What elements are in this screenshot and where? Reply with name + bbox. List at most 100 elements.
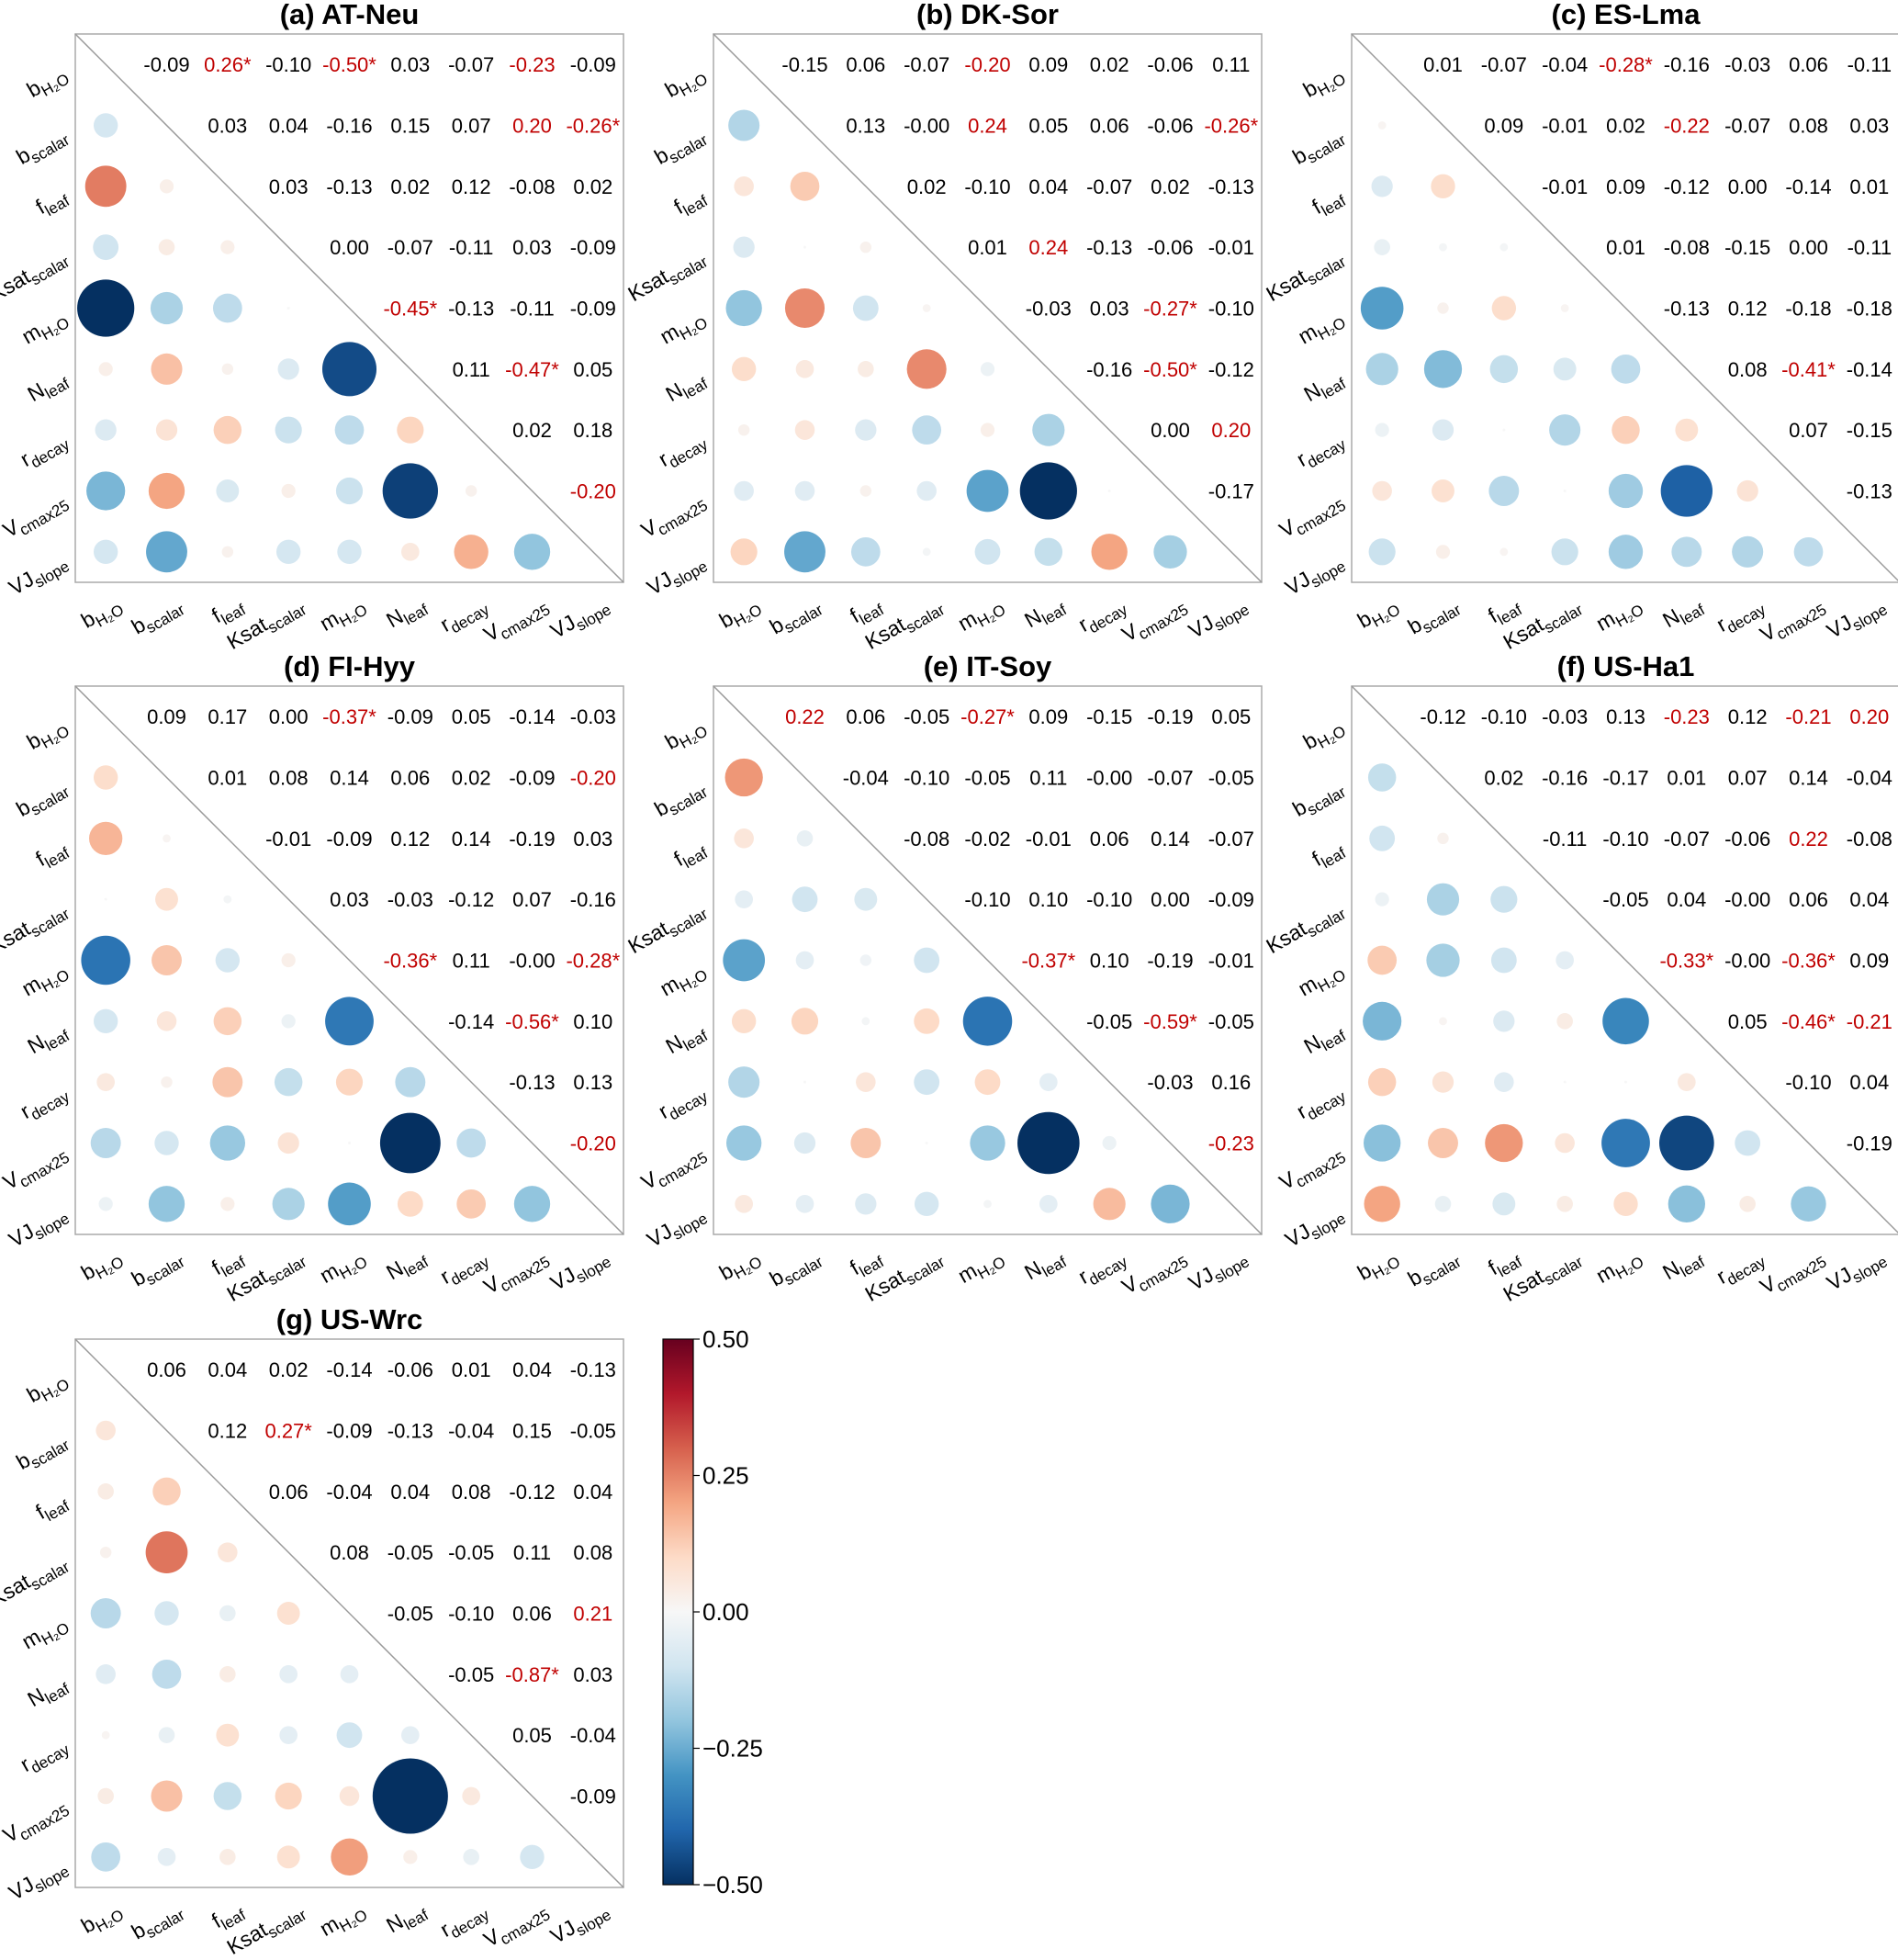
correlation-value: -0.09 xyxy=(570,1785,616,1808)
correlation-value: -0.12 xyxy=(1420,705,1466,728)
correlation-circle xyxy=(735,890,754,909)
correlation-value: 0.13 xyxy=(846,115,885,138)
correlation-circle xyxy=(1493,1010,1515,1032)
colorbar-tick-label: −0.25 xyxy=(702,1735,763,1763)
x-tick-label: mH₂O xyxy=(954,591,1009,639)
correlation-value: -0.04 xyxy=(1847,767,1892,790)
correlation-value: 0.05 xyxy=(512,1724,552,1747)
correlation-circle xyxy=(321,342,377,397)
y-tick-label: VJslope xyxy=(5,1853,73,1909)
y-tick-label: bscalar xyxy=(12,773,73,825)
correlation-value: -0.26* xyxy=(1204,115,1258,138)
correlation-value: 0.03 xyxy=(573,1663,612,1686)
y-tick-label: Ksatscalar xyxy=(623,243,711,310)
x-tick-label: VJslope xyxy=(1823,591,1891,648)
correlation-circle xyxy=(216,1723,240,1747)
correlation-circle xyxy=(1364,1124,1401,1162)
correlation-circle xyxy=(163,834,171,843)
correlation-circle xyxy=(734,480,754,501)
correlation-circle xyxy=(1437,302,1449,314)
correlation-circle xyxy=(1549,414,1581,446)
y-tick-label: bH₂O xyxy=(661,713,711,758)
correlation-circle xyxy=(1372,480,1392,501)
correlation-value: 0.22 xyxy=(785,705,825,728)
y-tick-label: bscalar xyxy=(12,1426,73,1478)
correlation-circle xyxy=(336,1722,363,1749)
correlation-value: -0.13 xyxy=(1086,236,1132,259)
y-tick-label: mH₂O xyxy=(656,304,711,352)
correlation-value: 0.05 xyxy=(1728,1010,1768,1033)
x-tick-label: Ksatscalar xyxy=(1499,1244,1587,1311)
correlation-circle xyxy=(855,419,877,441)
correlation-circle xyxy=(1602,997,1649,1045)
correlation-circle xyxy=(735,1194,754,1213)
correlation-circle xyxy=(1499,242,1509,252)
correlation-value: -0.07 xyxy=(387,236,433,259)
correlation-circle xyxy=(93,539,118,565)
correlation-circle xyxy=(335,477,364,505)
correlation-circle xyxy=(220,1197,235,1211)
correlation-circle xyxy=(1488,476,1520,506)
correlation-value: -0.05 xyxy=(448,1663,494,1686)
correlation-value: 0.02 xyxy=(452,767,491,790)
correlation-value: 0.04 xyxy=(573,1481,612,1504)
correlation-value: 0.24 xyxy=(968,115,1007,138)
correlation-value: 0.06 xyxy=(846,705,885,728)
correlation-value: -0.00 xyxy=(509,950,555,973)
correlation-circle xyxy=(855,1193,877,1215)
colorbar-tick-label: −0.50 xyxy=(702,1871,763,1898)
correlation-value: -0.09 xyxy=(326,1420,372,1443)
correlation-circle xyxy=(161,1076,173,1088)
x-tick-label: VJslope xyxy=(1823,1244,1891,1300)
correlation-value: 0.01 xyxy=(1849,175,1889,198)
correlation-circle xyxy=(1153,535,1187,569)
correlation-value: 0.00 xyxy=(269,705,309,728)
correlation-circle xyxy=(337,539,362,565)
correlation-circle xyxy=(93,1008,118,1034)
correlation-circle xyxy=(1434,1196,1452,1212)
correlation-value: 0.13 xyxy=(1606,705,1645,728)
x-tick-label: Nleaf xyxy=(1658,1244,1708,1289)
correlation-value: -0.11 xyxy=(510,298,555,321)
correlation-value: -0.01 xyxy=(1208,950,1254,973)
correlation-value: -0.19 xyxy=(1147,950,1193,973)
x-tick-label: mH₂O xyxy=(316,1244,371,1291)
correlation-circle xyxy=(395,1066,426,1098)
correlation-value: -0.01 xyxy=(265,828,311,850)
correlation-value: 0.06 xyxy=(269,1481,309,1504)
x-tick-label: bH₂O xyxy=(1353,591,1403,636)
correlation-circle xyxy=(84,165,127,208)
correlation-circle xyxy=(152,1477,181,1506)
correlation-circle xyxy=(93,113,118,138)
correlation-value: 0.09 xyxy=(1484,115,1523,138)
correlation-value: -0.01 xyxy=(1542,115,1588,138)
correlation-value: 0.09 xyxy=(147,705,186,728)
y-tick-label: Nleaf xyxy=(1299,1018,1349,1063)
correlation-circle xyxy=(731,1008,757,1034)
correlation-circle xyxy=(859,954,872,966)
correlation-circle xyxy=(1560,304,1569,312)
y-tick-label: bscalar xyxy=(1288,121,1349,173)
x-tick-label: VJslope xyxy=(1185,591,1252,648)
correlation-value: -0.05 xyxy=(964,767,1010,790)
diagonal-line xyxy=(74,685,624,1235)
correlation-circle xyxy=(854,887,878,911)
y-tick-label: fleaf xyxy=(31,1488,73,1528)
correlation-value: -0.16 xyxy=(1086,358,1132,381)
correlation-circle xyxy=(906,349,947,389)
correlation-value: -0.07 xyxy=(448,53,494,76)
correlation-value: -0.19 xyxy=(1847,1132,1892,1155)
panel-title: (b) DK-Sor xyxy=(916,0,1059,30)
correlation-value: 0.02 xyxy=(1090,53,1129,76)
correlation-circle xyxy=(216,479,240,502)
correlation-circle xyxy=(922,547,931,557)
correlation-circle xyxy=(456,1188,487,1219)
y-tick-label: bH₂O xyxy=(23,713,73,758)
y-tick-label: VJslope xyxy=(5,1200,73,1256)
correlation-value: -0.09 xyxy=(570,236,616,259)
correlation-value: -0.10 xyxy=(1208,298,1254,321)
correlation-value: -0.12 xyxy=(1208,358,1254,381)
correlation-circle xyxy=(286,307,290,310)
correlation-circle xyxy=(859,485,872,497)
correlation-value: -0.09 xyxy=(570,298,616,321)
